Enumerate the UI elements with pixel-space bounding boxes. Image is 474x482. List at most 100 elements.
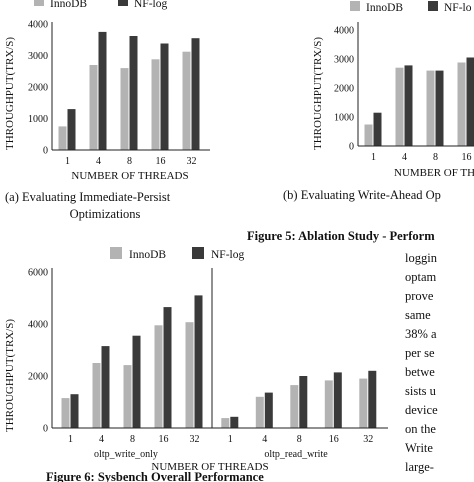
legend-label-innodb: InnoDB <box>366 2 403 14</box>
body-text-line: betwe <box>405 365 435 379</box>
legend-swatch-innodb <box>350 1 360 11</box>
figure5-caption: Figure 5: Ablation Study - Perform <box>247 229 435 243</box>
y-axis-ticks: 0 2000 4000 6000 <box>28 268 48 435</box>
legend-label-nflog: NF-lo <box>444 2 472 14</box>
bar-innodb-1 <box>364 124 373 146</box>
body-text-line: 38% a <box>405 327 437 341</box>
y-tick-label: 4000 <box>334 26 354 37</box>
y-tick-label: 0 <box>349 142 354 153</box>
legend-swatch-nflog <box>118 0 128 6</box>
body-text-line: on the <box>405 422 436 436</box>
body-text-line: prove <box>405 289 434 303</box>
body-text-line: optam <box>405 270 437 284</box>
y-tick-label: 2000 <box>28 83 48 94</box>
y-axis-label: THROUGHPUT(TRX/S) <box>312 37 324 150</box>
bar-innodb-4 <box>89 65 98 150</box>
y-tick-label: 6000 <box>28 268 48 279</box>
bar-innodb-16 <box>151 59 160 150</box>
bar-nflog-4 <box>101 346 110 428</box>
bar-nflog-4 <box>404 65 413 146</box>
legend-swatch-nflog <box>192 247 204 259</box>
y-tick-label: 1000 <box>28 114 48 125</box>
bar-nflog-1 <box>373 112 382 146</box>
legend-label-nflog: NF-log <box>134 0 167 10</box>
x-tick-label: 8 <box>433 152 438 163</box>
x-tick-label: 4 <box>99 434 104 445</box>
bar-innodb-4 <box>395 67 404 146</box>
bar-innodb-16 <box>324 380 333 428</box>
group-label-write-only: oltp_write_only <box>94 449 158 460</box>
legend-swatch-innodb <box>110 247 122 259</box>
bar-nflog-4 <box>264 392 273 428</box>
bar-innodb-16 <box>154 325 163 428</box>
y-tick-label: 2000 <box>28 372 48 383</box>
bar-nflog-8 <box>129 36 138 150</box>
bar-nflog-8 <box>132 335 141 428</box>
x-axis-ticks: 1 4 8 16 32 1 4 8 16 32 <box>68 434 373 445</box>
bar-nflog-32 <box>191 38 200 151</box>
bar-nflog-1 <box>230 416 239 428</box>
x-tick-label: 1 <box>68 434 73 445</box>
bar-nflog-4 <box>98 31 107 150</box>
caption-b: (b) Evaluating Write-Ahead Op <box>283 188 441 202</box>
x-axis-ticks: 1 4 8 16 32 <box>65 156 197 167</box>
body-text-line: per se <box>405 346 435 360</box>
x-tick-label: 32 <box>363 434 373 445</box>
y-axis-label: THROUGHPUT(TRX/S) <box>4 37 16 150</box>
chart-a: InnoDB NF-log THROUGHPUT(TRX/S) 0 1000 200… <box>4 0 210 221</box>
bar-nflog-32 <box>194 295 203 428</box>
x-tick-label: 1 <box>65 156 70 167</box>
body-text-line: large- <box>405 460 434 474</box>
bar-nflog-16 <box>160 43 169 150</box>
y-axis-label: THROUGHPUT(TRX/S) <box>4 319 16 432</box>
x-axis-ticks: 1 4 8 16 <box>371 152 472 163</box>
y-tick-label: 0 <box>43 424 48 435</box>
bar-nflog-16 <box>163 307 172 428</box>
bar-nflog-1 <box>67 109 76 150</box>
body-text-line: same <box>405 308 431 322</box>
x-axis-label: NUMBER OF THREA <box>394 167 474 179</box>
y-tick-label: 3000 <box>28 51 48 62</box>
body-text-line: Write <box>405 441 433 455</box>
y-tick-label: 1000 <box>334 113 354 124</box>
x-tick-label: 32 <box>187 156 197 167</box>
bar-innodb-8 <box>120 68 129 150</box>
y-tick-label: 0 <box>43 146 48 157</box>
body-text-line: loggin <box>405 251 438 265</box>
y-axis-ticks: 0 1000 2000 3000 4000 <box>28 20 48 157</box>
bar-innodb-4 <box>255 396 264 428</box>
x-tick-label: 1 <box>228 434 233 445</box>
y-tick-label: 4000 <box>28 20 48 31</box>
bar-innodb-32 <box>182 51 191 151</box>
bars <box>364 57 474 146</box>
x-axis-label: NUMBER OF THREADS <box>151 461 268 473</box>
x-tick-label: 8 <box>130 434 135 445</box>
bar-nflog-16 <box>466 57 474 146</box>
bar-innodb-8 <box>426 70 435 146</box>
caption-a-line1: (a) Evaluating Immediate-Persist <box>5 190 171 204</box>
y-tick-label: 2000 <box>334 84 354 95</box>
y-axis-ticks: 0 1000 2000 3000 4000 <box>334 26 354 153</box>
bar-innodb-16 <box>457 62 466 146</box>
bar-nflog-1 <box>70 394 79 428</box>
legend-label-innodb: InnoDB <box>50 0 87 10</box>
legend-label-nflog: NF-log <box>211 249 244 261</box>
bar-nflog-8 <box>435 70 444 146</box>
x-tick-label: 32 <box>190 434 200 445</box>
body-text-line: sists u <box>405 384 437 398</box>
x-tick-label: 8 <box>297 434 302 445</box>
bar-innodb-4 <box>92 363 101 428</box>
x-tick-label: 4 <box>96 156 101 167</box>
bar-innodb-1 <box>58 126 67 150</box>
y-tick-label: 3000 <box>334 55 354 66</box>
x-tick-label: 16 <box>329 434 339 445</box>
x-tick-label: 8 <box>127 156 132 167</box>
bar-nflog-8 <box>299 376 308 428</box>
bar-innodb-8 <box>123 365 132 428</box>
x-tick-label: 1 <box>371 152 376 163</box>
chart-c: InnoDB NF-log THROUGHPUT(TRX/S) 0 2000 400… <box>4 247 388 473</box>
bar-innodb-8 <box>290 385 299 428</box>
legend-swatch-nflog <box>428 1 438 11</box>
bars <box>61 295 377 428</box>
